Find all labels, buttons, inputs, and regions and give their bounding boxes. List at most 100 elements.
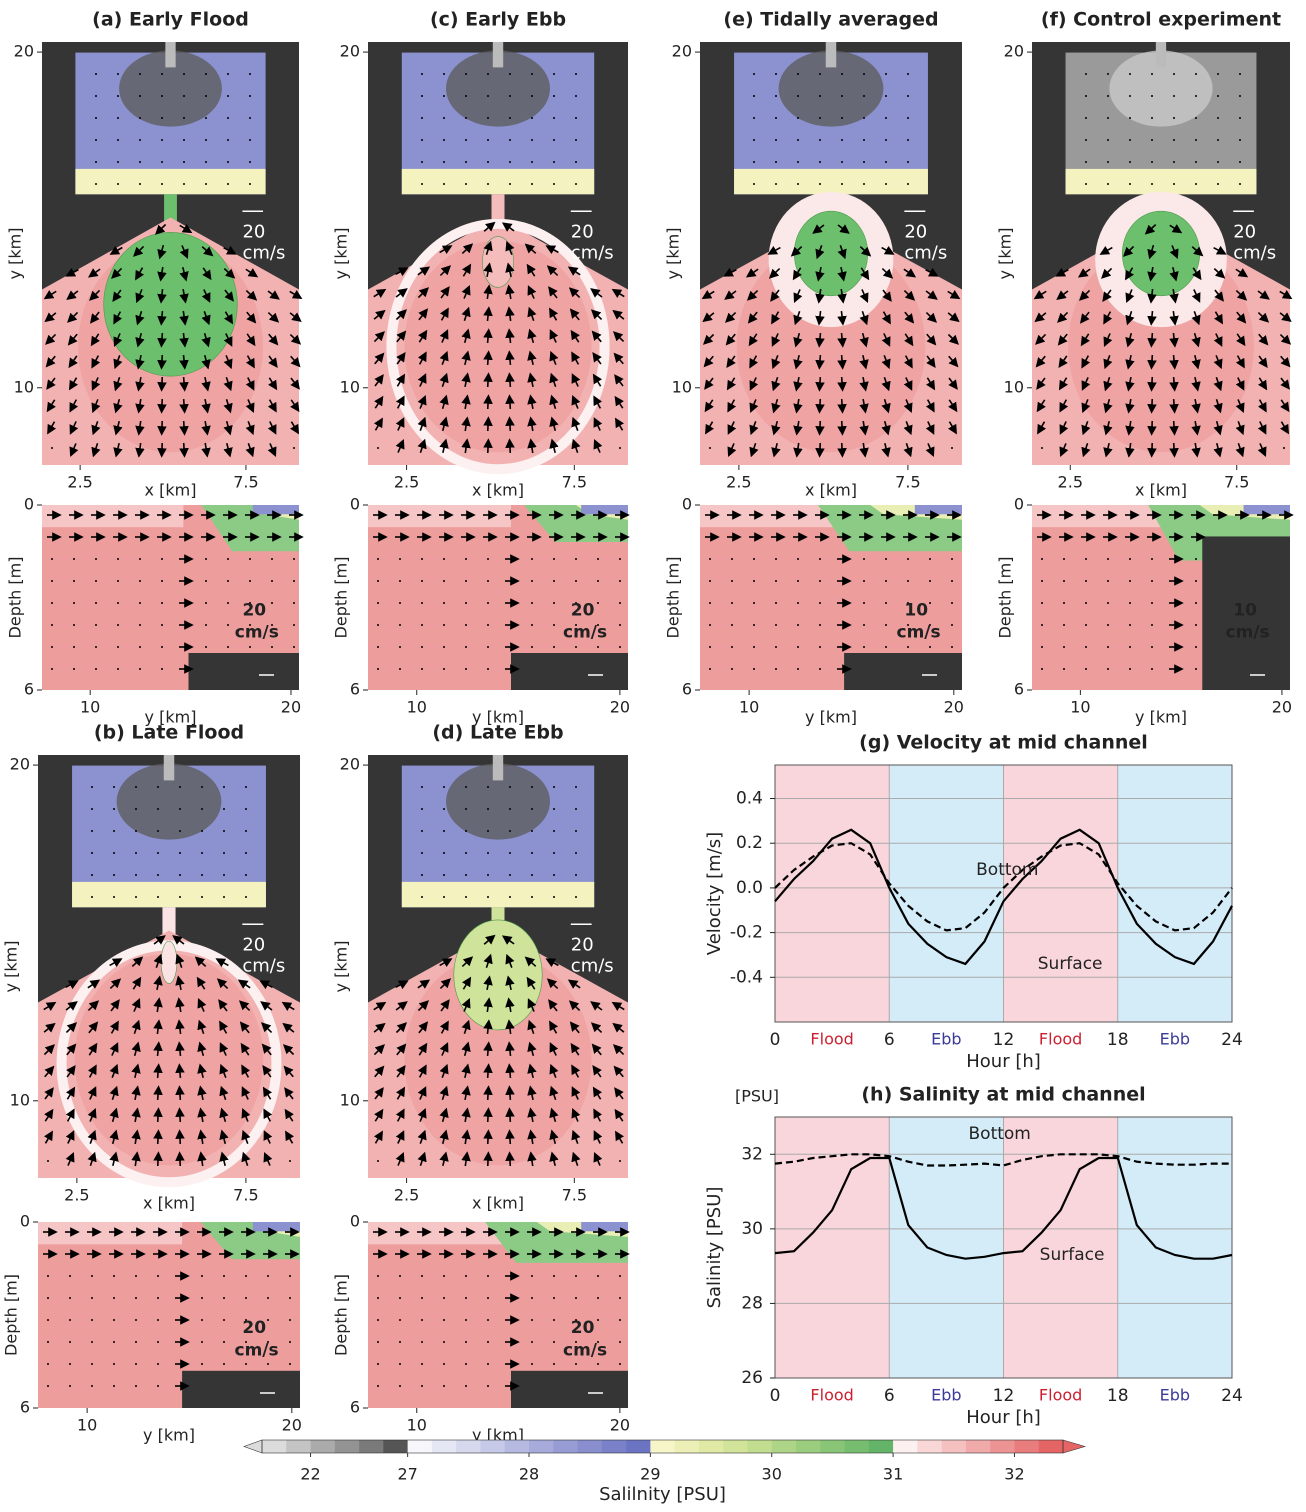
flow-dot (1107, 602, 1109, 604)
flow-dot (157, 786, 159, 788)
plume (454, 920, 542, 1030)
flow-dot (227, 117, 229, 119)
flow-dot (201, 830, 203, 832)
y-tick-label: 10 (340, 377, 360, 396)
flow-dot (487, 139, 489, 141)
flow-dot (1085, 558, 1087, 560)
flow-dot (509, 117, 511, 119)
flow-dot (575, 73, 577, 75)
flow-dot (135, 852, 137, 854)
flow-dot (797, 73, 799, 75)
flow-arrow (158, 1090, 159, 1100)
flow-arrow (1174, 377, 1175, 387)
flow-dot (377, 646, 379, 648)
flow-dot (619, 602, 621, 604)
flow-dot (223, 1275, 225, 1277)
flow-dot (117, 558, 119, 560)
flow-dot (465, 874, 467, 876)
flow-dot (863, 139, 865, 141)
colorbar-segment (990, 1440, 1015, 1453)
flow-dot (47, 1297, 49, 1299)
flow-dot (201, 874, 203, 876)
flow-dot (597, 1297, 599, 1299)
phase-band (1118, 1117, 1232, 1378)
flow-dot (1107, 580, 1109, 582)
flow-dot (1107, 624, 1109, 626)
flow-dot (487, 95, 489, 97)
flow-dot (951, 447, 953, 449)
flow-dot (47, 1363, 49, 1365)
flow-dot (73, 646, 75, 648)
x-tick-label: 2.5 (1058, 473, 1083, 492)
y-axis-label: Depth [m] (996, 557, 1015, 639)
flow-dot (1239, 183, 1241, 185)
surface-light (38, 1222, 182, 1244)
flow-dot (553, 1275, 555, 1277)
flow-dot (289, 1275, 291, 1277)
flow-dot (421, 808, 423, 810)
flow-dot (443, 668, 445, 670)
flow-dot (775, 139, 777, 141)
x-tick-label: 0 (770, 1386, 781, 1406)
flow-arrow (158, 1046, 159, 1056)
flow-dot (271, 646, 273, 648)
flow-dot (227, 139, 229, 141)
colorbar-segment (626, 1440, 651, 1453)
flow-dot (487, 161, 489, 163)
surface-light (368, 505, 511, 527)
phase-band (889, 1117, 1003, 1378)
phase-label: Flood (1039, 1386, 1082, 1405)
flow-dot (399, 602, 401, 604)
flow-dot (753, 558, 755, 560)
flow-dot (443, 1385, 445, 1387)
flow-arrow (841, 311, 842, 321)
flow-dot (135, 1275, 137, 1277)
flow-dot (377, 1385, 379, 1387)
colorbar-segment (1039, 1440, 1064, 1453)
flow-dot (227, 161, 229, 163)
flow-dot (1085, 646, 1087, 648)
flow-dot (487, 73, 489, 75)
y-axis-label: y [km] (996, 228, 1015, 280)
flow-dot (113, 1297, 115, 1299)
flow-dot (73, 558, 75, 560)
colorbar-tick-label: 32 (1004, 1465, 1024, 1484)
flow-dot (223, 874, 225, 876)
flow-dot (1085, 139, 1087, 141)
y-tick-label: 6 (682, 680, 692, 699)
flow-dot (797, 580, 799, 582)
flow-dot (157, 1385, 159, 1387)
flow-dot (1239, 161, 1241, 163)
phase-label: Ebb (1160, 1030, 1190, 1049)
flow-dot (157, 896, 159, 898)
flow-dot (1129, 117, 1131, 119)
flow-dot (135, 896, 137, 898)
flow-dot (135, 874, 137, 876)
seabed (188, 653, 299, 690)
flow-dot (69, 1297, 71, 1299)
y-tick-label: 0 (350, 495, 360, 514)
x-tick-label: 0 (770, 1030, 781, 1050)
flow-arrow (488, 333, 489, 343)
colorbar-segment (942, 1440, 967, 1453)
flow-dot (249, 139, 251, 141)
flow-dot (553, 73, 555, 75)
flow-arrow (162, 311, 163, 321)
colorbar-tick-label: 28 (519, 1465, 539, 1484)
flow-dot (465, 668, 467, 670)
flow-arrow (184, 355, 185, 365)
flow-dot (465, 896, 467, 898)
colorbar-tick-label: 31 (883, 1465, 903, 1484)
flow-dot (775, 117, 777, 119)
flow-dot (575, 830, 577, 832)
flow-dot (223, 1363, 225, 1365)
flow-dot (223, 1297, 225, 1299)
flow-dot (157, 1319, 159, 1321)
y-tick-label: 20 (340, 42, 360, 61)
flow-dot (863, 580, 865, 582)
flow-dot (797, 668, 799, 670)
flow-dot (553, 1319, 555, 1321)
flow-dot (465, 73, 467, 75)
